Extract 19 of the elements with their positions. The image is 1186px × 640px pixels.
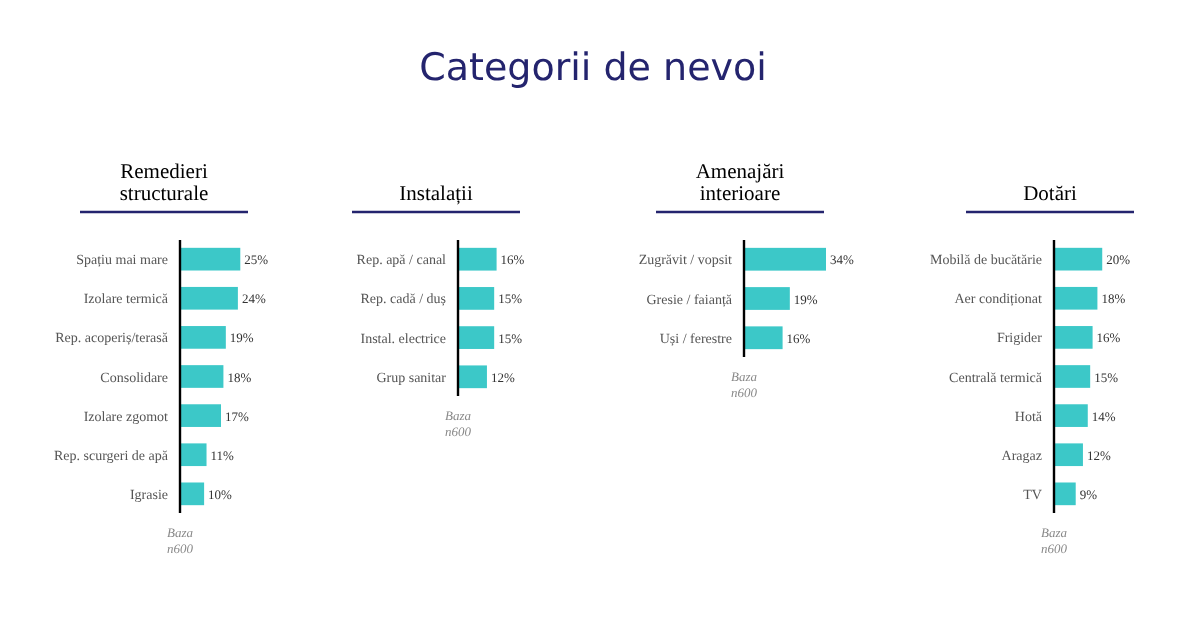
bar bbox=[180, 443, 207, 467]
bar bbox=[180, 404, 221, 427]
chart-title: Amenajări interioare bbox=[695, 162, 785, 206]
text: Categorii de nevoi bbox=[419, 46, 767, 90]
bar bbox=[180, 365, 224, 388]
bar bbox=[1054, 326, 1093, 349]
chart-title: Instalații bbox=[399, 184, 473, 206]
bar bbox=[180, 247, 241, 271]
bar bbox=[1054, 404, 1088, 427]
bar bbox=[180, 326, 226, 349]
bar bbox=[1054, 482, 1076, 506]
bar bbox=[180, 482, 205, 506]
bar bbox=[1054, 247, 1103, 271]
bar bbox=[1054, 443, 1083, 467]
bar bbox=[180, 286, 238, 310]
bar bbox=[1054, 286, 1098, 310]
chart-title: Remedieri structurale bbox=[119, 162, 209, 206]
chart-title: Dotări bbox=[1023, 184, 1077, 206]
bar bbox=[1054, 365, 1091, 388]
